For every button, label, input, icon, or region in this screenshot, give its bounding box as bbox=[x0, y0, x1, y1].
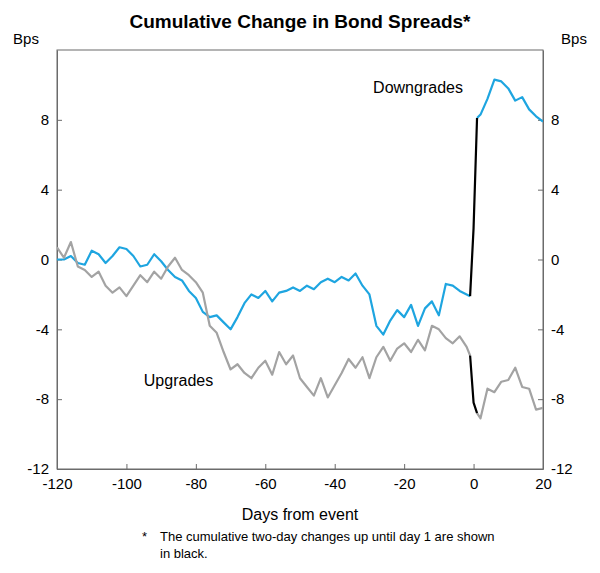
x-tick-label: -20 bbox=[394, 475, 416, 492]
series-line bbox=[470, 118, 477, 296]
y-tick-label: 4 bbox=[41, 181, 49, 198]
y2-tick-group: -4 bbox=[538, 321, 564, 338]
y2-tick-group: -12 bbox=[538, 460, 573, 477]
y-tick bbox=[57, 469, 62, 470]
y-tick bbox=[57, 190, 62, 191]
series-line bbox=[470, 356, 477, 414]
series-line bbox=[57, 80, 543, 335]
footnote: The cumulative two-day changes up until … bbox=[160, 529, 495, 544]
axis-xticks: -120-100-80-60-40-20020 bbox=[42, 464, 551, 492]
x-tick bbox=[196, 464, 197, 469]
y2-tick bbox=[538, 329, 543, 330]
x-tick-group: 0 bbox=[470, 464, 478, 492]
x-tick bbox=[335, 464, 336, 469]
x-tick-label: -80 bbox=[186, 475, 208, 492]
y2-tick bbox=[538, 260, 543, 261]
x-tick-group: -80 bbox=[186, 464, 208, 492]
x-tick-label: -40 bbox=[324, 475, 346, 492]
y2-tick-group: 4 bbox=[538, 181, 559, 198]
x-tick-group: -100 bbox=[112, 464, 142, 492]
y-tick-label: -4 bbox=[36, 321, 49, 338]
y-tick-group: -4 bbox=[36, 321, 62, 338]
y2-tick-group: -8 bbox=[538, 390, 564, 407]
x-tick-label: 20 bbox=[535, 475, 552, 492]
footnote-marker: * bbox=[142, 529, 147, 544]
y-tick-label: -8 bbox=[36, 390, 49, 407]
y2-tick bbox=[538, 469, 543, 470]
annotation: Upgrades bbox=[144, 372, 213, 389]
axis-line bbox=[58, 469, 544, 470]
axis-y2ticks: -12 -8 -4 0 4 8 bbox=[538, 51, 573, 478]
axis-yticks: -12 -8 -4 0 4 8 bbox=[27, 51, 62, 478]
y2-tick-label: -4 bbox=[551, 321, 564, 338]
annotation: Downgrades bbox=[373, 79, 463, 96]
y2-tick bbox=[538, 399, 543, 400]
y-tick-label: 8 bbox=[41, 111, 49, 128]
x-tick bbox=[126, 464, 127, 469]
y-tick bbox=[57, 120, 62, 121]
chart: -120-100-80-60-40-20020-12-8-4048-12-8-4… bbox=[0, 0, 600, 573]
plot-area bbox=[57, 80, 543, 419]
y2-tick-label: 0 bbox=[551, 251, 559, 268]
x-tick-label: -60 bbox=[255, 475, 277, 492]
x-axis-label: Days from event bbox=[242, 506, 359, 523]
y-tick-group: -12 bbox=[27, 460, 62, 477]
y2-tick bbox=[538, 190, 543, 191]
y-tick-label: -12 bbox=[27, 460, 49, 477]
y2-tick-label: 4 bbox=[551, 181, 559, 198]
x-tick-label: 0 bbox=[470, 475, 478, 492]
x-tick-group: -60 bbox=[255, 464, 277, 492]
x-tick-label: -100 bbox=[112, 475, 142, 492]
x-tick-group: -40 bbox=[324, 464, 346, 492]
series-line bbox=[57, 242, 543, 418]
x-tick bbox=[404, 464, 405, 469]
y-tick bbox=[57, 399, 62, 400]
y2-tick-label: -12 bbox=[551, 460, 573, 477]
y2-tick-group: 0 bbox=[538, 251, 559, 268]
footnote: in black. bbox=[160, 546, 208, 561]
title: Cumulative Change in Bond Spreads* bbox=[130, 11, 472, 32]
y-tick-group: 4 bbox=[41, 181, 62, 198]
y-tick-group: 8 bbox=[41, 111, 62, 128]
x-tick-group: -20 bbox=[394, 464, 416, 492]
y-tick-label: 0 bbox=[41, 251, 49, 268]
x-tick bbox=[474, 464, 475, 469]
y-tick-group: -8 bbox=[36, 390, 62, 407]
x-tick bbox=[265, 464, 266, 469]
y-tick bbox=[57, 329, 62, 330]
y2-tick-label: -8 bbox=[551, 390, 564, 407]
y2-axis-label: Bps bbox=[561, 30, 587, 47]
y-axis-label: Bps bbox=[13, 30, 39, 47]
axis-line bbox=[543, 51, 544, 470]
plot-frame bbox=[57, 50, 543, 469]
y2-tick-label: 8 bbox=[551, 111, 559, 128]
